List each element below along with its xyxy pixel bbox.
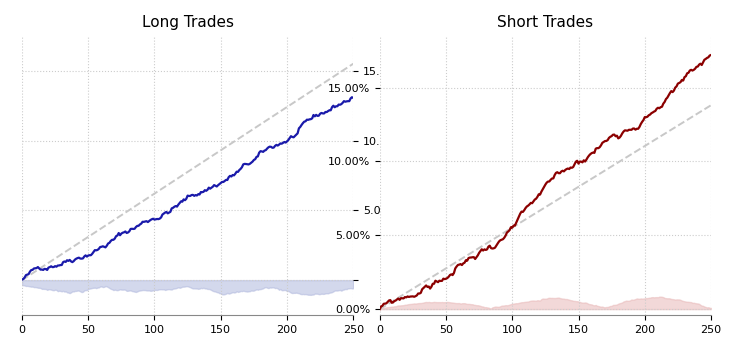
Title: Short Trades: Short Trades xyxy=(497,15,594,30)
Title: Long Trades: Long Trades xyxy=(141,15,234,30)
